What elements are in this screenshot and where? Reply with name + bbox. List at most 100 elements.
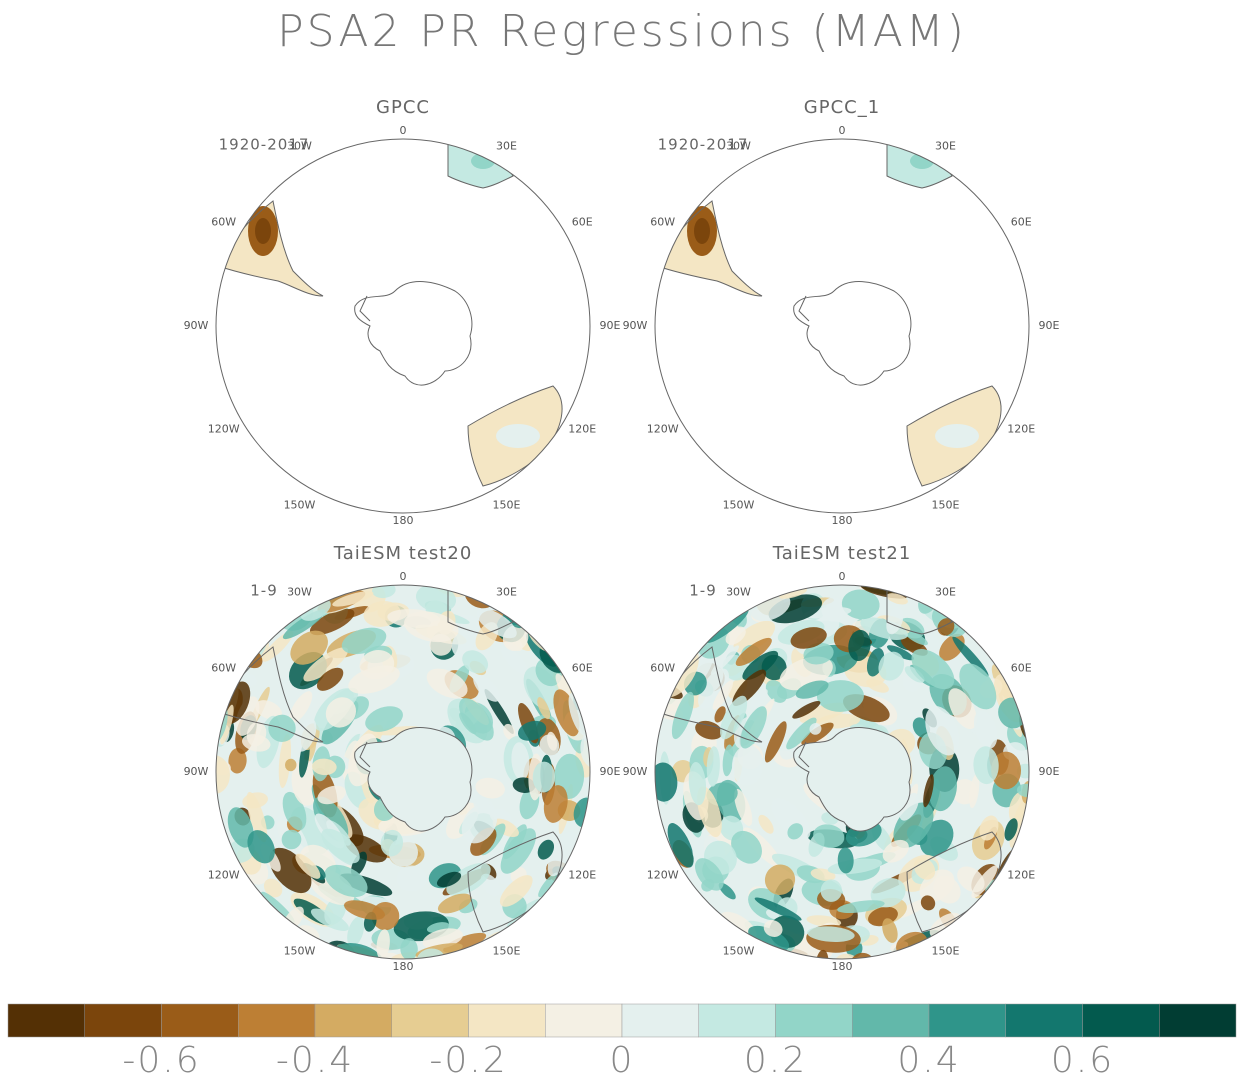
field-blob (1016, 763, 1029, 779)
field-blob (278, 734, 292, 788)
field-blob (296, 718, 317, 752)
lon-label: 120W (208, 869, 240, 882)
field-blob (722, 744, 734, 777)
field-blob (269, 847, 312, 894)
lon-label: 120E (1007, 423, 1035, 436)
field-blob (841, 589, 880, 620)
field-blob (764, 721, 787, 763)
field-blob (1004, 818, 1018, 841)
field-blob (695, 858, 724, 891)
field-blob (803, 642, 834, 665)
field-blob (290, 630, 328, 665)
lon-label: 0 (400, 570, 407, 583)
field-blob (758, 814, 774, 834)
lon-label: 150W (723, 944, 755, 957)
field-blob (459, 712, 477, 735)
lon-label: 30E (496, 140, 517, 153)
field-blob (426, 668, 468, 699)
field-blob (380, 829, 404, 857)
field-blob (735, 637, 772, 666)
field-blob (809, 723, 822, 735)
field-blob (310, 908, 349, 931)
field-blob (543, 785, 568, 823)
lon-label: 150E (493, 498, 521, 511)
figure-title: PSA2 PR Regressions (MAM) (277, 6, 967, 57)
field-blob (923, 774, 934, 808)
field-blob (227, 807, 254, 848)
field-blob (720, 695, 748, 740)
field-blob (500, 646, 529, 675)
field-blob (317, 785, 346, 805)
field-blob (255, 700, 282, 720)
field-blob (341, 627, 387, 655)
panel-title: GPCC (376, 97, 430, 118)
field-blob (473, 674, 501, 702)
field-blob (904, 666, 925, 683)
field-blob (779, 587, 808, 599)
field-blob (688, 761, 707, 806)
field-blob (246, 721, 267, 747)
field-blob (695, 720, 723, 740)
field-blob (462, 650, 489, 674)
field-blob (396, 865, 428, 892)
field-blob (415, 585, 457, 613)
panel-title: TaiESM test21 (772, 543, 912, 564)
map-boundary (654, 584, 1030, 960)
colorbar-tick-label: 0.2 (744, 1040, 807, 1081)
panel-title: TaiESM test20 (333, 543, 473, 564)
field-blob (815, 949, 829, 959)
lon-label: 90W (184, 765, 209, 778)
colorbar-box (1159, 1003, 1237, 1038)
lon-label: 60W (211, 662, 236, 675)
field-blob (790, 627, 827, 649)
field-blob (400, 938, 418, 959)
field-blob (351, 851, 367, 877)
field-blob (228, 747, 247, 774)
panel-title: GPCC_1 (804, 97, 880, 118)
map-boundary (215, 138, 591, 514)
lon-label: 90E (600, 765, 621, 778)
lon-label: 60E (1011, 216, 1032, 229)
colorbar-box (314, 1003, 392, 1038)
field-blob (263, 878, 283, 898)
lon-label: 150W (723, 498, 755, 511)
field-blob (261, 891, 295, 923)
field-blob (437, 893, 472, 914)
field-blob (537, 839, 555, 860)
field-blob (882, 839, 909, 863)
field-blob (731, 744, 764, 786)
colorbar-tick-label: -0.6 (122, 1040, 200, 1081)
lon-label: 180 (832, 960, 853, 973)
colorbar-box (468, 1003, 546, 1038)
field-blob (461, 803, 498, 844)
field-blob (344, 900, 385, 920)
field-blob (321, 828, 360, 864)
anomaly (935, 424, 979, 448)
lon-label: 60W (211, 216, 236, 229)
anomaly (496, 424, 540, 448)
colorbar-tick-label: 0 (610, 1040, 635, 1081)
field-blob (878, 651, 905, 681)
colorbar-box (1082, 1003, 1160, 1038)
lon-label: 60E (572, 216, 593, 229)
field-blob (886, 645, 914, 661)
field-blob (555, 673, 571, 697)
field-blob (538, 872, 559, 898)
lon-label: 30W (287, 586, 312, 599)
field-blob (860, 617, 908, 640)
map-boundary (215, 584, 591, 960)
field-blob (281, 829, 302, 850)
field-blob (216, 755, 230, 794)
lon-label: 120E (1007, 869, 1035, 882)
field-blob (870, 878, 906, 908)
field-blob (748, 925, 790, 952)
lon-label: 90E (1039, 765, 1060, 778)
lon-label: 30E (496, 586, 517, 599)
colorbar-box (391, 1003, 469, 1038)
colorbar-box (621, 1003, 699, 1038)
field-blob (309, 608, 355, 636)
lon-label: 120W (647, 869, 679, 882)
field-blob (749, 689, 768, 710)
colorbar-tick-label: 0.4 (897, 1040, 960, 1081)
lon-label: 0 (400, 124, 407, 137)
